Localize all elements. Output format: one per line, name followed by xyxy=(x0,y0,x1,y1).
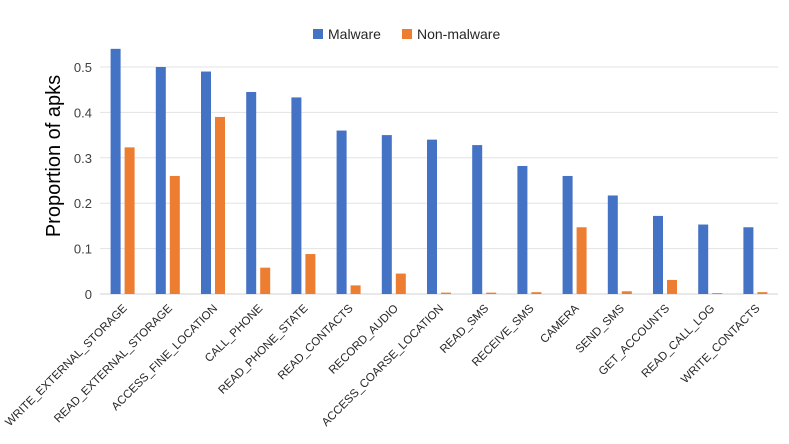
bar-malware-read-contacts xyxy=(336,130,347,294)
bar-non-malware-read-call-log xyxy=(712,293,723,294)
bar-malware-read-sms xyxy=(472,145,483,294)
y-tick-label: 0 xyxy=(85,287,92,302)
x-category-label: READ_CONTACTS xyxy=(276,302,356,382)
y-tick-label: 0.2 xyxy=(74,196,92,211)
gridlines xyxy=(100,66,778,295)
bar-malware-call-phone xyxy=(246,91,257,294)
bar-malware-write-contacts xyxy=(743,227,754,294)
bar-non-malware-read-contacts xyxy=(350,285,361,294)
bar-malware-access-fine-location xyxy=(201,71,211,294)
legend-label-malware: Malware xyxy=(328,26,381,42)
bar-non-malware-record-audio xyxy=(395,273,406,294)
legend-label-non-malware: Non-malware xyxy=(417,26,500,42)
bar-non-malware-write-contacts xyxy=(757,292,768,294)
bar-non-malware-access-fine-location xyxy=(215,116,225,294)
bar-malware-read-phone-state xyxy=(291,97,302,294)
bar-non-malware-read-sms xyxy=(486,292,497,294)
bar-non-malware-get-accounts xyxy=(667,279,677,294)
bar-non-malware-send-sms xyxy=(621,291,632,294)
bar-malware-camera xyxy=(562,175,573,294)
bar-malware-get-accounts xyxy=(653,215,663,294)
bar-malware-send-sms xyxy=(607,195,618,294)
bar-malware-read-external-storage xyxy=(155,67,166,294)
bar-non-malware-receive-sms xyxy=(531,292,542,294)
bar-non-malware-read-phone-state xyxy=(305,254,316,294)
bar-malware-write-external-storage xyxy=(110,48,121,295)
bar-non-malware-read-external-storage xyxy=(169,175,180,294)
bar-non-malware-write-external-storage xyxy=(124,147,135,294)
bar-malware-record-audio xyxy=(381,135,392,294)
x-category-label: CAMERA xyxy=(538,302,582,346)
y-tick-label: 0.1 xyxy=(74,242,92,257)
legend: Malware Non-malware xyxy=(313,26,500,42)
bar-malware-read-call-log xyxy=(698,224,709,294)
y-axis-label: Proportion of apks xyxy=(43,75,65,237)
bar-malware-access-coarse-location xyxy=(427,139,437,294)
y-axis-ticks: 0 0.1 0.2 0.3 0.4 0.5 xyxy=(74,60,92,302)
bar-malware-receive-sms xyxy=(517,165,528,294)
y-tick-label: 0.3 xyxy=(74,151,92,166)
bar-non-malware-access-coarse-location xyxy=(441,292,451,294)
bars xyxy=(110,48,768,295)
x-category-label: READ_PHONE_STATE xyxy=(216,302,310,396)
y-tick-label: 0.5 xyxy=(74,60,92,75)
y-tick-label: 0.4 xyxy=(74,105,92,120)
x-category-label: WRITE_CONTACTS xyxy=(679,302,763,386)
x-axis-categories: WRITE_EXTERNAL_STORAGEREAD_EXTERNAL_STOR… xyxy=(3,302,762,429)
bar-non-malware-call-phone xyxy=(260,267,271,294)
legend-swatch-non-malware xyxy=(402,29,412,39)
bar-non-malware-camera xyxy=(576,227,587,294)
legend-swatch-malware xyxy=(313,29,323,39)
